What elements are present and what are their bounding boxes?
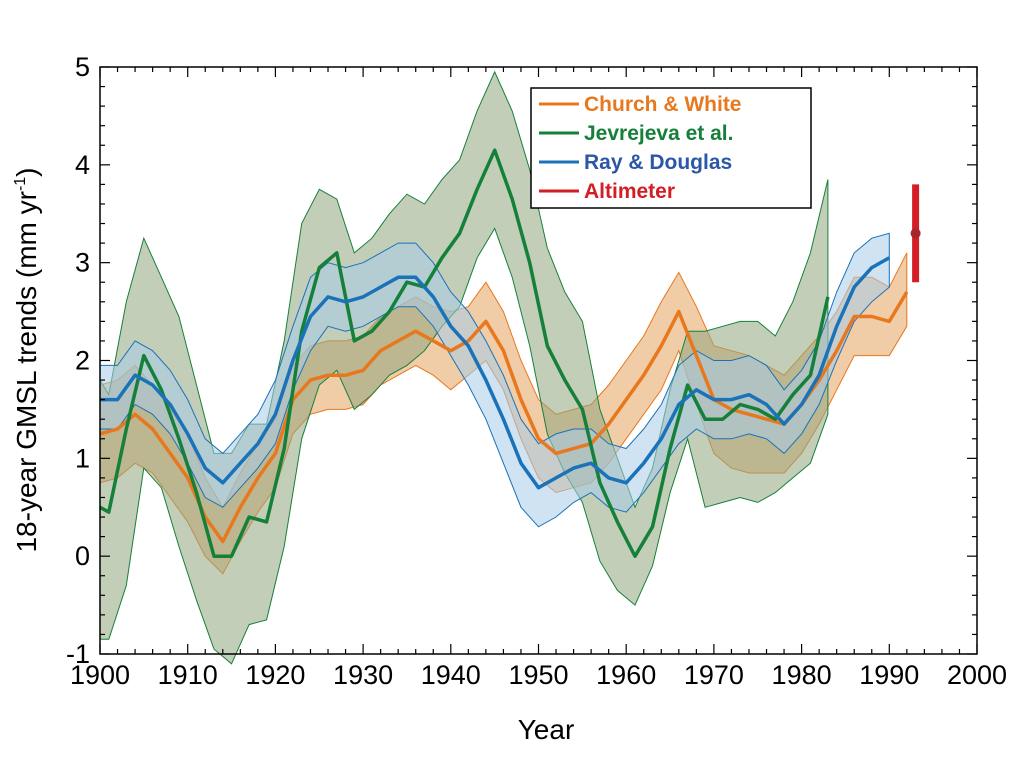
x-tick-label: 1960 <box>596 660 656 690</box>
series-lines <box>99 148 909 558</box>
x-tick-label: 1940 <box>421 660 481 690</box>
x-tick-label: 2000 <box>947 660 1007 690</box>
y-tick-label: 2 <box>75 346 90 376</box>
x-tick-label: 1990 <box>859 660 919 690</box>
y-axis-title-main: 18-year GMSL trends (mm yr <box>11 191 42 552</box>
legend-label-altimeter: Altimeter <box>584 180 675 203</box>
legend-label-jevrejeva-et-al: Jevrejeva et al. <box>584 122 733 145</box>
x-tick-label: 1980 <box>772 660 832 690</box>
legend-label-church-white: Church & White <box>584 93 742 116</box>
legend-box <box>530 87 812 209</box>
x-tick-label: 1930 <box>333 660 393 690</box>
y-tick-labels: -1 0 1 2 3 4 5 <box>66 52 90 669</box>
y-axis-title: 18-year GMSL trends (mm yr-1) <box>11 167 42 552</box>
x-axis-title: Year <box>518 714 575 745</box>
x-tick-label: 1900 <box>70 660 130 690</box>
y-tick-label: 0 <box>75 541 90 571</box>
x-tick-label: 1970 <box>684 660 744 690</box>
x-tick-label: 1950 <box>508 660 568 690</box>
y-tick-label: -1 <box>66 639 90 669</box>
axis-ticks <box>99 66 978 655</box>
y-axis-title-close: ) <box>11 167 42 176</box>
x-tick-label: 1910 <box>158 660 218 690</box>
legend-label-ray-douglas: Ray & Douglas <box>584 151 732 174</box>
y-tick-label: 4 <box>75 150 90 180</box>
x-tick-labels: 1900 1910 1920 1930 1940 1950 1960 1970 1980 1990… <box>70 660 1007 690</box>
x-tick-label: 1920 <box>245 660 305 690</box>
line-church-white <box>99 291 909 544</box>
line-ray-douglas <box>100 256 891 490</box>
altimeter-marker <box>910 184 921 283</box>
y-axis-title-superscript: -1 <box>12 177 29 191</box>
y-tick-label: 5 <box>75 52 90 82</box>
line-jevrejeva-et-al <box>99 148 830 558</box>
legend: Church & White Jevrejeva et al. Ray & Doug… <box>530 87 812 209</box>
band-jevrejeva-et-al <box>99 70 829 665</box>
y-tick-label: 3 <box>75 248 90 278</box>
y-tick-label: 1 <box>75 443 90 473</box>
altimeter-point <box>910 228 921 239</box>
